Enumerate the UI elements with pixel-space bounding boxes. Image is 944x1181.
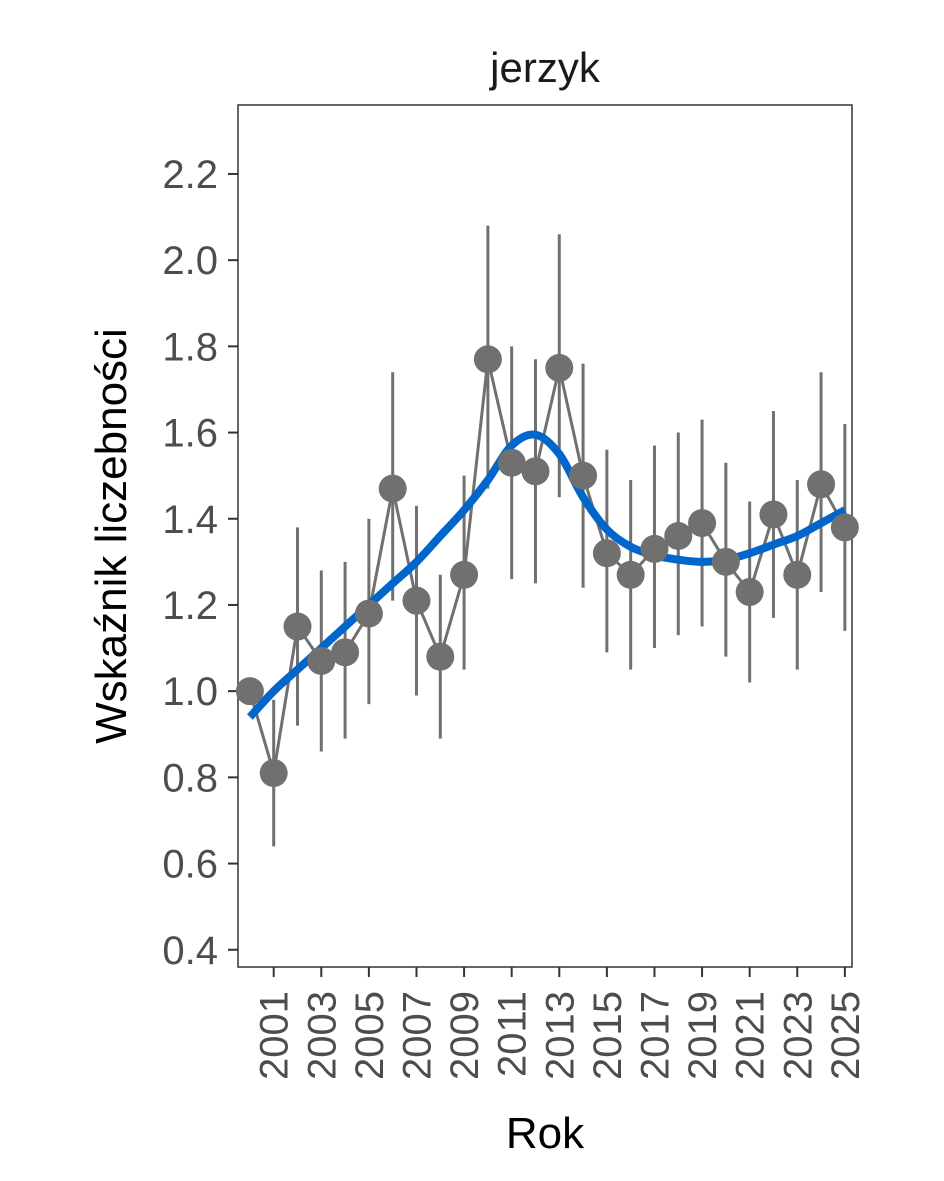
y-tick-label: 1.4 — [162, 498, 218, 542]
x-tick-label: 2019 — [681, 991, 725, 1080]
data-point — [616, 560, 645, 589]
y-tick-label: 1.0 — [162, 670, 218, 714]
data-point — [688, 509, 717, 538]
data-point — [640, 534, 669, 563]
x-tick-label: 2011 — [491, 991, 535, 1077]
data-point — [545, 353, 574, 382]
y-tick-label: 2.0 — [162, 239, 218, 283]
data-point — [759, 500, 788, 529]
y-tick-label: 0.4 — [162, 929, 218, 973]
x-tick-label: 2001 — [253, 991, 297, 1080]
y-tick-label: 0.8 — [162, 756, 218, 800]
data-point — [592, 539, 621, 568]
data-point — [569, 461, 598, 490]
x-tick-label: 2015 — [586, 991, 630, 1080]
data-point — [426, 642, 455, 671]
data-point — [283, 612, 312, 641]
data-point — [307, 646, 336, 675]
data-point — [807, 470, 836, 499]
data-point — [331, 638, 360, 667]
data-point — [521, 457, 550, 486]
plot-panel — [237, 104, 853, 968]
data-point — [259, 759, 288, 788]
data-point — [711, 547, 740, 576]
y-tick-label: 1.6 — [162, 412, 218, 456]
trend-line — [246, 430, 847, 720]
x-tick-label: 2013 — [538, 991, 582, 1080]
x-tick-label: 2003 — [300, 991, 344, 1080]
data-point — [783, 560, 812, 589]
x-tick-label: 2023 — [776, 991, 820, 1080]
x-tick-label: 2021 — [729, 991, 773, 1080]
chart-title: jerzyk — [488, 44, 601, 91]
x-tick-label: 2007 — [395, 991, 439, 1080]
y-tick-label: 1.2 — [162, 584, 218, 628]
data-point — [354, 599, 383, 628]
y-tick-label: 0.6 — [162, 843, 218, 887]
data-point — [402, 586, 431, 615]
y-axis: 0.4 0.6 0.8 1.0 1.2 1.4 1.6 1.8 2.0 2.2 — [162, 153, 238, 973]
data-point — [664, 522, 693, 550]
data-point — [473, 345, 502, 374]
data-point — [830, 513, 859, 542]
x-axis-title: Rok — [506, 1109, 585, 1158]
y-tick-label: 1.8 — [162, 325, 218, 369]
x-axis: 2001 2003 2005 2007 2009 2011 2013 2015 2017 2019… — [253, 967, 868, 1080]
data-point — [450, 560, 479, 589]
x-tick-label: 2009 — [443, 991, 487, 1080]
y-axis-title: Wskaźnik liczebności — [87, 328, 136, 744]
y-tick-label: 2.2 — [162, 153, 218, 197]
x-tick-label: 2017 — [633, 991, 677, 1080]
data-point — [235, 677, 264, 706]
plot-marks — [235, 225, 859, 847]
data-point — [497, 448, 526, 477]
data-point — [378, 474, 407, 503]
x-tick-label: 2005 — [348, 991, 392, 1080]
data-point — [735, 578, 764, 607]
x-tick-label: 2025 — [824, 991, 868, 1080]
